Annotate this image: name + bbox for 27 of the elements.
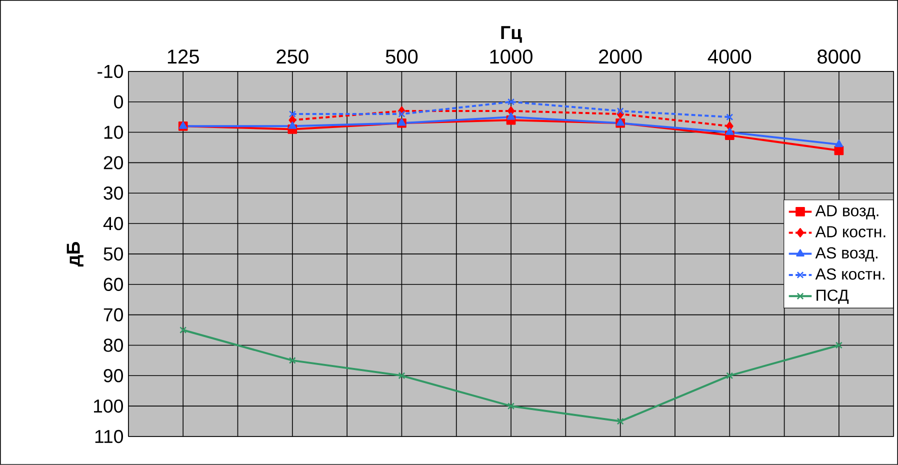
legend-label: AD возд. (815, 205, 878, 220)
x-tick-label: 125 (168, 50, 199, 64)
x-tick-label: 1000 (490, 50, 532, 64)
y-tick-label: -10 (98, 64, 123, 78)
y-tick-label: 70 (104, 308, 123, 322)
y-tick-label: 50 (104, 247, 123, 261)
y-tick-label: 100 (94, 400, 123, 413)
legend-label: AD костн. (815, 226, 886, 238)
y-tick-label: 90 (104, 369, 123, 382)
y-axis-title: дБ (66, 242, 84, 267)
y-tick-label: 20 (104, 156, 123, 170)
y-tick-label: 30 (104, 186, 123, 200)
y-tick-label: 40 (103, 216, 123, 230)
x-tick-label: 500 (386, 50, 418, 64)
x-tick-label: 2000 (599, 50, 642, 64)
y-tick-label: 80 (104, 338, 123, 352)
legend-label: AS костн. (815, 268, 884, 280)
y-tick-label: 0 (114, 95, 123, 109)
y-tick-label: 110 (95, 430, 123, 444)
legend-label: AS возд. (815, 247, 878, 262)
y-tick-label: 60 (104, 278, 123, 292)
legend-label: ПСД (816, 290, 849, 304)
y-tick-label: 10 (104, 126, 123, 139)
x-tick-label: 250 (276, 50, 308, 64)
x-tick-label: 4000 (708, 50, 752, 64)
x-tick-label: 8000 (818, 50, 860, 64)
chart-title: Гц (501, 26, 522, 43)
